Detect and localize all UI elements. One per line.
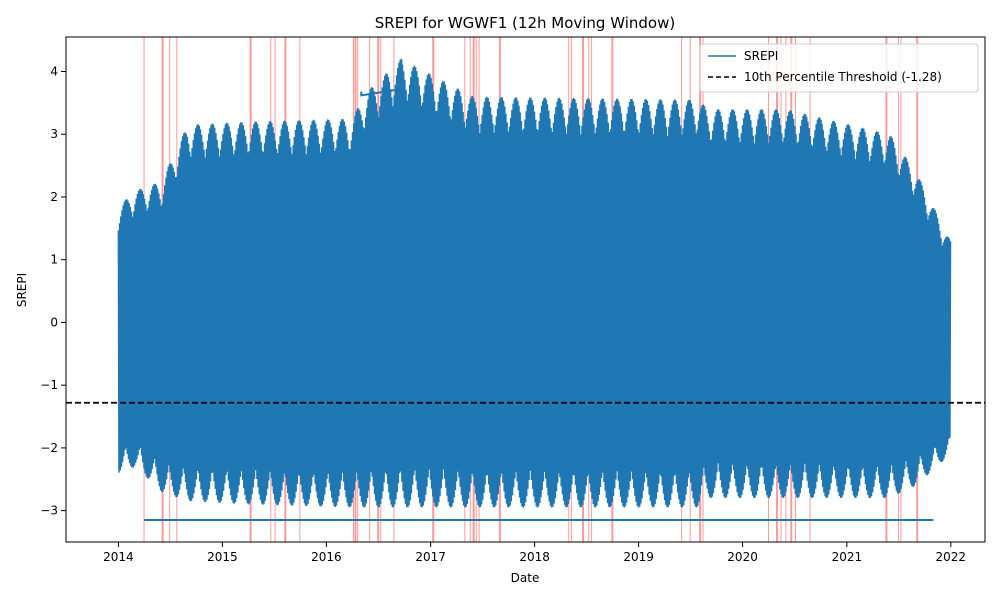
y-tick-label: 4 — [50, 65, 58, 79]
y-tick-label: 2 — [50, 190, 58, 204]
x-tick-label: 2022 — [936, 550, 967, 564]
x-axis-label: Date — [511, 571, 540, 585]
series-srepi-band — [118, 103, 951, 469]
plot-area — [66, 37, 985, 542]
y-tick-label: −2 — [40, 441, 58, 455]
chart-title: SREPI for WGWF1 (12h Moving Window) — [375, 14, 675, 32]
legend-box — [699, 43, 979, 93]
y-tick-label: −3 — [40, 504, 58, 518]
x-axis: 2014 2015 2016 2017 2018 2019 2020 2021 2022 — [103, 542, 966, 564]
y-tick-label: 0 — [50, 315, 58, 329]
plot-frame — [65, 36, 986, 543]
y-tick-label: 3 — [50, 127, 58, 141]
x-tick-label: 2021 — [832, 550, 863, 564]
series-srepi-peak — [360, 58, 403, 97]
x-tick-label: 2020 — [727, 550, 758, 564]
y-axis-label: SREPI — [15, 273, 29, 307]
x-tick-label: 2019 — [623, 550, 654, 564]
x-tick-label: 2016 — [311, 550, 342, 564]
y-tick-label: 1 — [50, 253, 58, 267]
legend-label-threshold: 10th Percentile Threshold (-1.28) — [744, 70, 942, 84]
x-tick-label: 2017 — [415, 550, 446, 564]
series-srepi — [117, 58, 952, 522]
y-axis: −3 −2 −1 0 1 2 3 4 — [40, 65, 66, 518]
legend: SREPI 10th Percentile Threshold (-1.28) — [699, 43, 979, 93]
legend-label-srepi: SREPI — [744, 49, 778, 63]
x-tick-label: 2018 — [519, 550, 550, 564]
x-tick-label: 2015 — [207, 550, 238, 564]
x-tick-label: 2014 — [103, 550, 134, 564]
y-tick-label: −1 — [40, 378, 58, 392]
